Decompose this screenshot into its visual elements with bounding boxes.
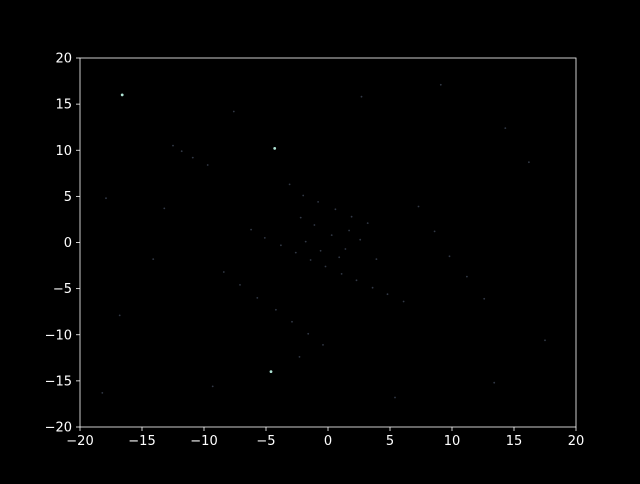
data-point	[222, 271, 225, 273]
data-point	[269, 370, 273, 373]
data-point	[256, 297, 259, 299]
data-point	[348, 229, 350, 232]
data-point	[211, 385, 214, 388]
data-points	[101, 83, 546, 399]
data-point	[118, 314, 121, 317]
data-point	[371, 286, 374, 289]
data-point	[101, 392, 104, 394]
data-point	[263, 237, 266, 239]
x-tick-label: −5	[256, 434, 275, 449]
data-point	[344, 248, 347, 250]
data-point	[466, 275, 468, 278]
x-tick-label: 10	[444, 434, 461, 449]
data-point	[288, 183, 291, 186]
data-point	[375, 258, 378, 260]
x-tick-label: 0	[324, 434, 332, 449]
y-axis: −20 −15 −10 −5 0 5 10 15 20	[45, 52, 80, 436]
plot-area	[80, 58, 576, 427]
data-point	[120, 93, 124, 97]
data-point	[448, 255, 451, 258]
data-point	[180, 150, 183, 153]
data-point	[433, 230, 436, 233]
data-point	[275, 308, 277, 311]
data-point	[298, 356, 301, 358]
x-tick-label: 15	[506, 434, 523, 449]
data-point	[206, 164, 209, 166]
data-point	[350, 215, 353, 218]
y-tick-label: 0	[64, 236, 72, 251]
x-tick-label: −20	[66, 434, 93, 449]
data-point	[330, 234, 333, 237]
x-axis: −20 −15 −10 −5 0 5 10 15 20	[66, 427, 584, 449]
y-tick-label: 10	[55, 144, 72, 159]
data-point	[439, 83, 442, 86]
y-tick-label: −20	[45, 421, 72, 436]
data-point	[504, 127, 507, 129]
data-point	[302, 194, 305, 197]
y-tick-label: 15	[55, 98, 72, 113]
data-point	[105, 197, 107, 200]
data-point	[273, 147, 277, 150]
data-point	[280, 244, 282, 247]
data-point	[324, 265, 327, 268]
data-point	[294, 251, 297, 254]
y-tick-label: 5	[64, 190, 72, 205]
data-point	[366, 222, 369, 225]
data-point	[338, 256, 341, 259]
data-point	[394, 396, 396, 399]
data-point	[402, 300, 405, 303]
y-tick-label: −5	[53, 282, 72, 297]
data-point	[299, 216, 302, 219]
data-point	[239, 284, 241, 286]
y-tick-label: 20	[55, 52, 72, 67]
x-tick-label: 20	[568, 434, 585, 449]
plot-frame	[79, 57, 577, 428]
data-point	[493, 381, 496, 384]
data-point	[309, 259, 312, 261]
data-point	[319, 249, 322, 252]
data-point	[232, 110, 235, 113]
data-point	[317, 201, 319, 203]
data-point	[313, 224, 316, 226]
data-point	[250, 228, 253, 231]
y-tick-label: −10	[45, 328, 72, 343]
data-point	[172, 144, 174, 147]
data-point	[528, 161, 530, 164]
data-point	[386, 293, 389, 296]
y-tick-label: −15	[45, 374, 72, 389]
data-point	[355, 279, 358, 282]
data-point	[544, 339, 546, 342]
data-point	[417, 205, 420, 208]
x-tick-label: −15	[128, 434, 155, 449]
x-tick-label: 5	[386, 434, 394, 449]
data-point	[304, 240, 307, 243]
data-point	[291, 320, 293, 323]
data-point	[163, 207, 166, 210]
data-point	[334, 208, 337, 211]
data-point	[191, 156, 194, 159]
data-point	[360, 95, 363, 98]
data-point	[307, 332, 310, 335]
data-point	[152, 258, 155, 260]
data-point	[359, 238, 362, 241]
x-tick-label: −10	[190, 434, 217, 449]
data-point	[340, 273, 343, 275]
data-point	[483, 297, 486, 300]
data-point	[322, 344, 324, 346]
